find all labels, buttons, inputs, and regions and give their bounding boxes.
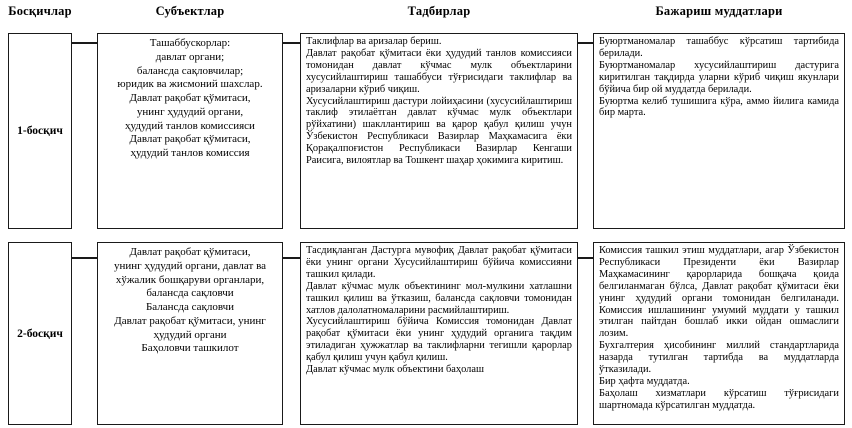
subjects-box-stage-1: Ташаббускорлар: давлат органи; балансда … <box>97 33 283 229</box>
deadlines-box-stage-1: Буюртманомалар ташаббус кўрсатиш тартиби… <box>593 33 845 229</box>
paragraph: Давлат рақобат қўмитаси, унинг ҳудудий о… <box>113 246 267 300</box>
paragraph: Хусусийлаштириш дастури лойиҳасини (хусу… <box>306 95 572 167</box>
paragraph: Давлат рақобат қўмитаси, унинг ҳудудий о… <box>114 314 266 341</box>
connector-line <box>283 42 300 44</box>
paragraph: Давлат кўчмас мулк объектининг мол-мулки… <box>306 280 572 316</box>
column-header-activities: Тадбирлар <box>407 4 471 18</box>
paragraph: Таклифлар ва аризалар бериш. <box>306 36 442 47</box>
stage-1-label: 1-босқич <box>17 125 63 137</box>
connector-line <box>283 257 300 259</box>
paragraph: Балансда сақловчи <box>145 301 235 313</box>
connector-line <box>578 257 593 259</box>
connector-line <box>72 42 97 44</box>
column-header-stages: Босқичлар <box>8 4 72 18</box>
paragraph: Ташаббускорлар: давлат органи; балансда … <box>117 37 263 91</box>
stage-1-box: 1-босқич <box>8 33 72 229</box>
stage-2-label: 2-босқич <box>17 327 63 340</box>
connector-line <box>72 257 97 259</box>
paragraph: Баҳолаш хизматлари кўрсатиш тўғрисидаги … <box>599 387 839 411</box>
paragraph: Давлат рақобат қўмитаси, ҳудудий танлов … <box>129 133 251 159</box>
deadlines-box-stage-2: Комиссия ташкил этиш муддатлари, агар Ўз… <box>593 242 845 425</box>
activities-box-stage-1: Таклифлар ва аризалар бериш. Давлат рақо… <box>300 33 578 229</box>
paragraph: Тасдиқланган Дастурга мувофиқ Давлат рақ… <box>306 245 572 280</box>
paragraph: Бир ҳафта муддатда. <box>599 375 690 387</box>
paragraph: Комиссия ташкил этиш муддатлари, агар Ўз… <box>599 245 839 340</box>
paragraph: Буюртманомалар ташаббус кўрсатиш тартиби… <box>599 36 839 59</box>
activities-box-stage-2: Тасдиқланган Дастурга мувофиқ Давлат рақ… <box>300 242 578 425</box>
paragraph: Хусусийлаштириш бўйича Комиссия томонида… <box>306 316 572 364</box>
paragraph: Бухгалтерия ҳисобининг миллий стандартла… <box>599 340 839 376</box>
connector-line <box>578 42 593 44</box>
paragraph: Давлат кўчмас мулк объектини баҳолаш <box>306 364 484 376</box>
paragraph: Давлат рақобат қўмитаси ёки ҳудудий танл… <box>306 47 572 95</box>
stage-2-box: 2-босқич <box>8 242 72 425</box>
paragraph: Баҳоловчи ташкилот <box>141 342 239 355</box>
subjects-box-stage-2: Давлат рақобат қўмитаси, унинг ҳудудий о… <box>97 242 283 425</box>
paragraph: Давлат рақобат қўмитаси, унинг ҳудудий о… <box>125 92 255 132</box>
paragraph: Буюртманомалар хусусийлаштириш дастурига… <box>599 59 839 95</box>
paragraph: Буюртма келиб тушишига кўра, аммо йилига… <box>599 95 839 119</box>
column-header-subjects: Субъектлар <box>155 4 225 18</box>
column-header-deadlines: Бажариш муддатлари <box>655 4 783 18</box>
